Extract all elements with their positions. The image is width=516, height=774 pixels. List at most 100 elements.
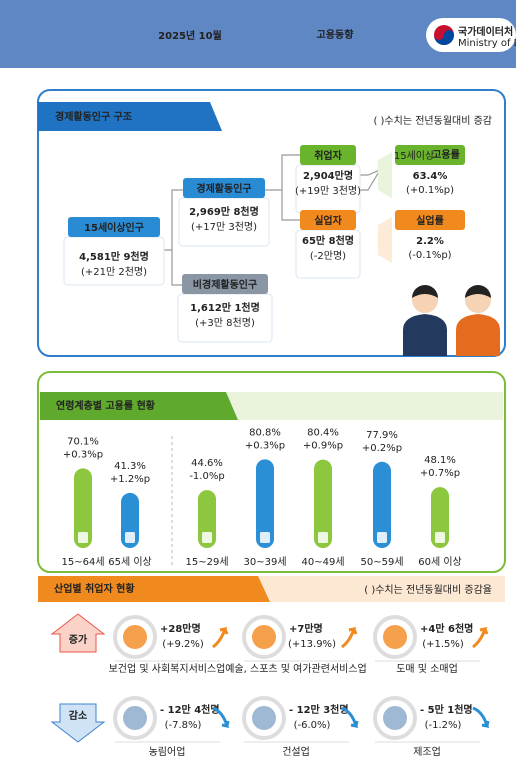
node-label-box: [183, 178, 265, 198]
industry-rate: (-6.0%): [294, 720, 331, 731]
connector: [171, 250, 182, 286]
industry-change: +7만명: [289, 622, 323, 635]
category-label: 15~64세: [61, 556, 104, 568]
icon: [252, 706, 276, 730]
node-label: 고용률: [432, 149, 460, 161]
section-title: 산업별 취업자 현황: [54, 582, 135, 595]
category-label: 40~49세: [301, 556, 344, 568]
node-label: 취업자: [314, 149, 342, 162]
node-value: 2,969만 8천명: [189, 205, 259, 218]
node-label: 경제활동인구: [196, 182, 251, 195]
industry-name: 건설업: [282, 745, 310, 758]
node-label-box: [182, 274, 268, 294]
bar: [373, 461, 391, 548]
decrease-arrow: [50, 703, 106, 743]
node-change: (+17만 3천명): [191, 221, 257, 233]
node-label-box: [68, 217, 160, 237]
rate-arrow: [378, 152, 392, 198]
node-change: (+21만 2천명): [81, 266, 147, 278]
category-label: 50~59세: [360, 556, 403, 568]
node-change: (+3만 8천명): [195, 317, 255, 329]
bar-icon: [125, 532, 135, 543]
node-label: 실업자: [314, 214, 342, 227]
industry-name: 예술, 스포츠 및 여가관련서비스업: [225, 662, 367, 675]
age-title-tab: [40, 392, 238, 420]
icon: [383, 625, 407, 649]
category-label: 60세 이상: [418, 556, 462, 568]
figure-hair: [465, 285, 491, 298]
rate-arrow: [378, 217, 392, 263]
value-label: 48.1%: [424, 455, 456, 466]
industry-change: - 12만 4천명: [160, 703, 220, 716]
icon: [123, 706, 147, 730]
figure-hair: [412, 285, 438, 298]
node-change: (-0.1%p): [408, 250, 451, 261]
logo-mark-blue: [434, 30, 454, 45]
node-change: (-2만명): [310, 250, 346, 262]
node-label-box: [300, 210, 356, 230]
value-label: 70.1%: [67, 436, 99, 447]
node-value: 1,612만 1천명: [190, 301, 260, 314]
trend-arrow: [212, 627, 229, 649]
figure-body: [403, 314, 447, 356]
org-name: 국가데이터처: [458, 25, 513, 38]
industry-name: 도매 및 소매업: [396, 662, 458, 675]
industry-rate: (+13.9%): [288, 639, 336, 650]
node-change: (+0.1%p): [406, 185, 454, 196]
bar-icon: [202, 532, 212, 543]
header-date: 2025년 10월: [158, 29, 222, 42]
node-label: 실업률: [416, 214, 444, 227]
node-label-box: [395, 210, 465, 230]
change-label: +1.2%p: [110, 474, 150, 485]
node-label-box: [395, 145, 465, 165]
industry-change: - 5만 1천명: [420, 703, 473, 716]
bar-icon: [318, 532, 328, 543]
trend-arrow: [341, 627, 358, 649]
node-value: 2,904만명: [303, 169, 353, 182]
trend-arrow: [341, 706, 359, 728]
node-value: 65만 8천명: [302, 234, 354, 247]
change-label: +0.9%p: [303, 441, 343, 452]
trend-arrow: [212, 706, 230, 728]
category-label: 65세 이상: [108, 556, 152, 568]
industry-rate: (-7.8%): [165, 720, 202, 731]
node-label-prefix: 15세이상: [394, 150, 434, 162]
header-main: 고용동향: [317, 28, 355, 41]
industry-name: 농림어업: [149, 745, 186, 758]
node-label: 15세이상인구: [84, 221, 144, 234]
note: ( )수치는 전년동월대비 증감율: [364, 584, 492, 596]
icon: [123, 625, 147, 649]
bar-icon: [78, 532, 88, 543]
node-value: 2.2%: [416, 236, 444, 247]
node-label: 비경제활동인구: [193, 278, 257, 291]
decrease-label: 감소: [69, 710, 87, 722]
structure-title-tab: [38, 102, 222, 131]
industry-change: - 12만 3천명: [289, 703, 349, 716]
section-title: 연령계층별 고용률 현황: [56, 399, 156, 412]
bar-icon: [377, 532, 387, 543]
industry-name: 보건업 및 사회복지서비스업: [109, 662, 226, 675]
change-label: +0.2%p: [362, 443, 402, 454]
change-label: +0.7%p: [420, 468, 460, 479]
industry-change: +4만 6천명: [420, 622, 473, 635]
node-change: (+19만 3천명): [295, 185, 361, 197]
increase-arrow: [50, 613, 106, 653]
org-en: Ministry of Data and Statistics: [458, 38, 516, 49]
industry-name: 제조업: [413, 745, 441, 758]
connector: [265, 154, 300, 191]
bar: [256, 459, 274, 548]
value-label: 80.8%: [249, 427, 281, 438]
bar-icon: [260, 532, 270, 543]
connector: [160, 189, 183, 251]
industry-rate: (-1.2%): [425, 720, 462, 731]
increase-label: 증가: [69, 633, 88, 646]
trend-arrow: [472, 706, 490, 728]
industry-rate: (+1.5%): [422, 639, 464, 650]
node-value: 63.4%: [413, 171, 448, 182]
node-value: 4,581만 9천명: [79, 250, 149, 263]
value-label: 77.9%: [366, 430, 398, 441]
value-label: 41.3%: [114, 461, 146, 472]
category-label: 30~39세: [243, 556, 286, 568]
value-label: 44.6%: [191, 458, 223, 469]
